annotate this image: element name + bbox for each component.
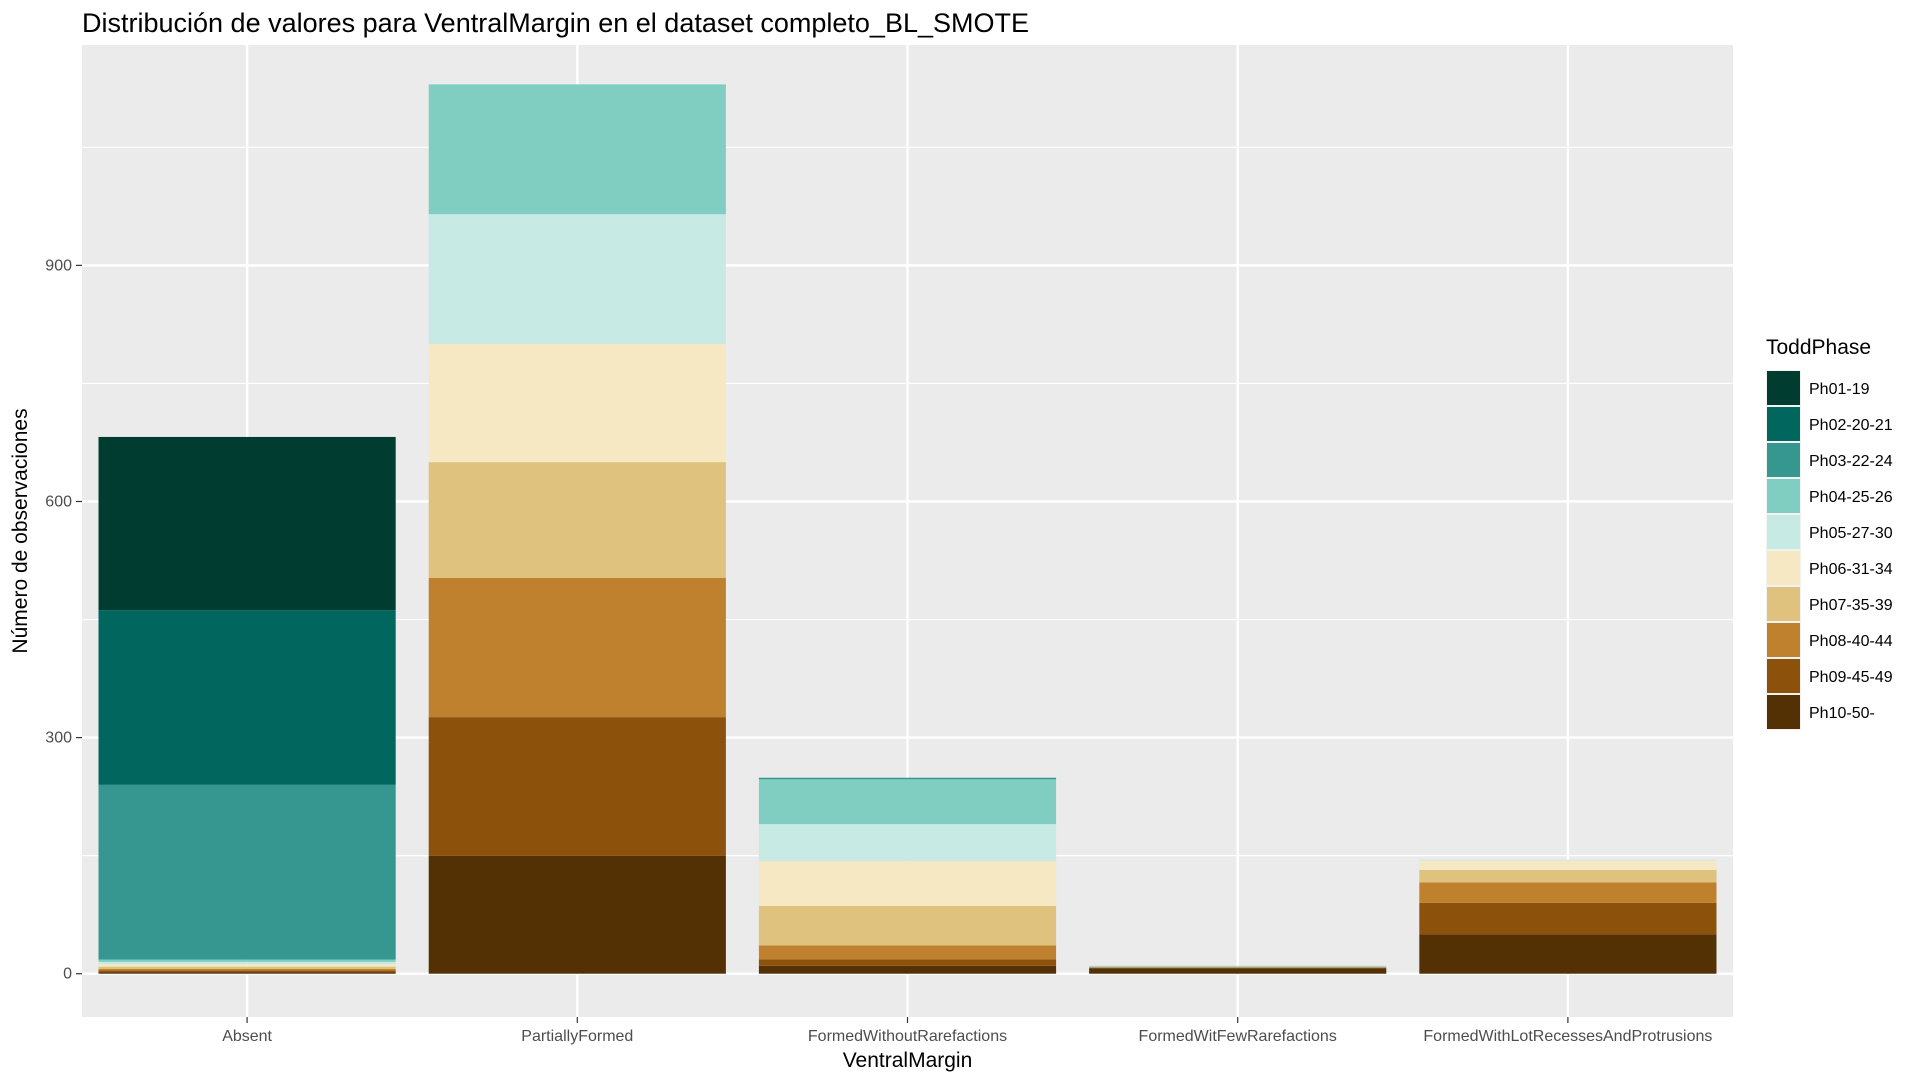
bar-segment <box>1089 968 1387 974</box>
y-tick-label: 600 <box>45 493 72 510</box>
bar-segment <box>1089 967 1387 969</box>
legend-label: Ph03-22-24 <box>1809 453 1893 470</box>
bar-segment <box>428 344 726 463</box>
legend-key-swatch <box>1767 443 1800 477</box>
bar-segment <box>758 959 1057 966</box>
bar-segment <box>428 214 726 345</box>
y-tick-label: 0 <box>63 966 72 983</box>
bar-segment <box>758 777 1057 780</box>
x-axis-ticks: Absent PartiallyFormed FormedWithoutRarefa… <box>222 1017 1712 1045</box>
bar-segment <box>98 970 396 973</box>
bar-segment <box>98 436 396 611</box>
legend-key-swatch <box>1767 515 1800 549</box>
bar-segment <box>98 610 396 785</box>
legend-label: Ph01-19 <box>1809 381 1870 398</box>
legend-label: Ph04-25-26 <box>1809 489 1893 506</box>
x-tick-label: PartiallyFormed <box>521 1028 633 1045</box>
bar-segment <box>98 966 396 969</box>
bar-segment <box>428 717 726 856</box>
bar-segment <box>98 959 396 962</box>
bar-segment <box>1419 860 1717 870</box>
bar-segment <box>758 861 1057 907</box>
legend-key-swatch <box>1767 479 1800 513</box>
chart-title: Distribución de valores para VentralMarg… <box>82 8 1029 38</box>
legend-key-swatch <box>1767 371 1800 405</box>
x-tick-label: FormedWithLotRecessesAndProtrusions <box>1423 1028 1712 1045</box>
y-tick-label: 300 <box>45 730 72 747</box>
bar-segment <box>428 577 726 718</box>
legend-key-swatch <box>1767 587 1800 621</box>
bar-segment <box>1419 882 1717 903</box>
x-tick-label: FormedWithoutRarefactions <box>808 1028 1007 1045</box>
x-tick-label: Absent <box>222 1028 272 1045</box>
legend-label: Ph02-20-21 <box>1809 417 1893 434</box>
bar-segment <box>758 779 1057 825</box>
y-axis-ticks: 0 300 600 900 <box>45 257 82 983</box>
y-tick-label: 900 <box>45 257 72 274</box>
legend-title: ToddPhase <box>1766 336 1871 359</box>
legend-label: Ph06-31-34 <box>1809 561 1893 578</box>
bar-segment <box>1089 965 1387 967</box>
bar-segment <box>1419 859 1717 861</box>
bar-segment <box>428 462 726 578</box>
legend-key-swatch <box>1767 407 1800 441</box>
bar-segment <box>98 961 396 965</box>
x-axis-title: VentralMargin <box>843 1049 973 1072</box>
bar-segment <box>98 964 396 967</box>
x-tick-label: FormedWitFewRarefactions <box>1139 1028 1337 1045</box>
legend-label: Ph05-27-30 <box>1809 525 1893 542</box>
bar-segment <box>1419 869 1717 883</box>
bar-segment <box>758 965 1057 974</box>
bars <box>98 84 1717 974</box>
bar-segment <box>758 906 1057 946</box>
legend-key-swatch <box>1767 623 1800 657</box>
legend: ToddPhase Ph01-19 Ph02-20-21 Ph03-22-24 Ph0… <box>1766 336 1893 730</box>
bar-segment <box>758 824 1057 862</box>
legend-key-swatch <box>1767 659 1800 693</box>
legend-key-swatch <box>1767 551 1800 585</box>
legend-label: Ph07-35-39 <box>1809 597 1893 614</box>
bar-segment <box>98 784 396 960</box>
bar-segment <box>428 84 726 215</box>
legend-label: Ph09-45-49 <box>1809 669 1893 686</box>
bar-segment <box>1419 934 1717 974</box>
legend-label: Ph08-40-44 <box>1809 633 1893 650</box>
bar-segment <box>758 945 1057 960</box>
legend-key-swatch <box>1767 695 1800 729</box>
bar-segment <box>1089 966 1387 968</box>
legend-label: Ph10-50- <box>1809 705 1875 722</box>
bar-segment <box>98 968 396 971</box>
bar-segment <box>98 972 396 974</box>
bar-segment <box>1419 902 1717 935</box>
bar-segment <box>428 855 726 974</box>
y-axis-title: Número de observaciones <box>9 408 32 653</box>
